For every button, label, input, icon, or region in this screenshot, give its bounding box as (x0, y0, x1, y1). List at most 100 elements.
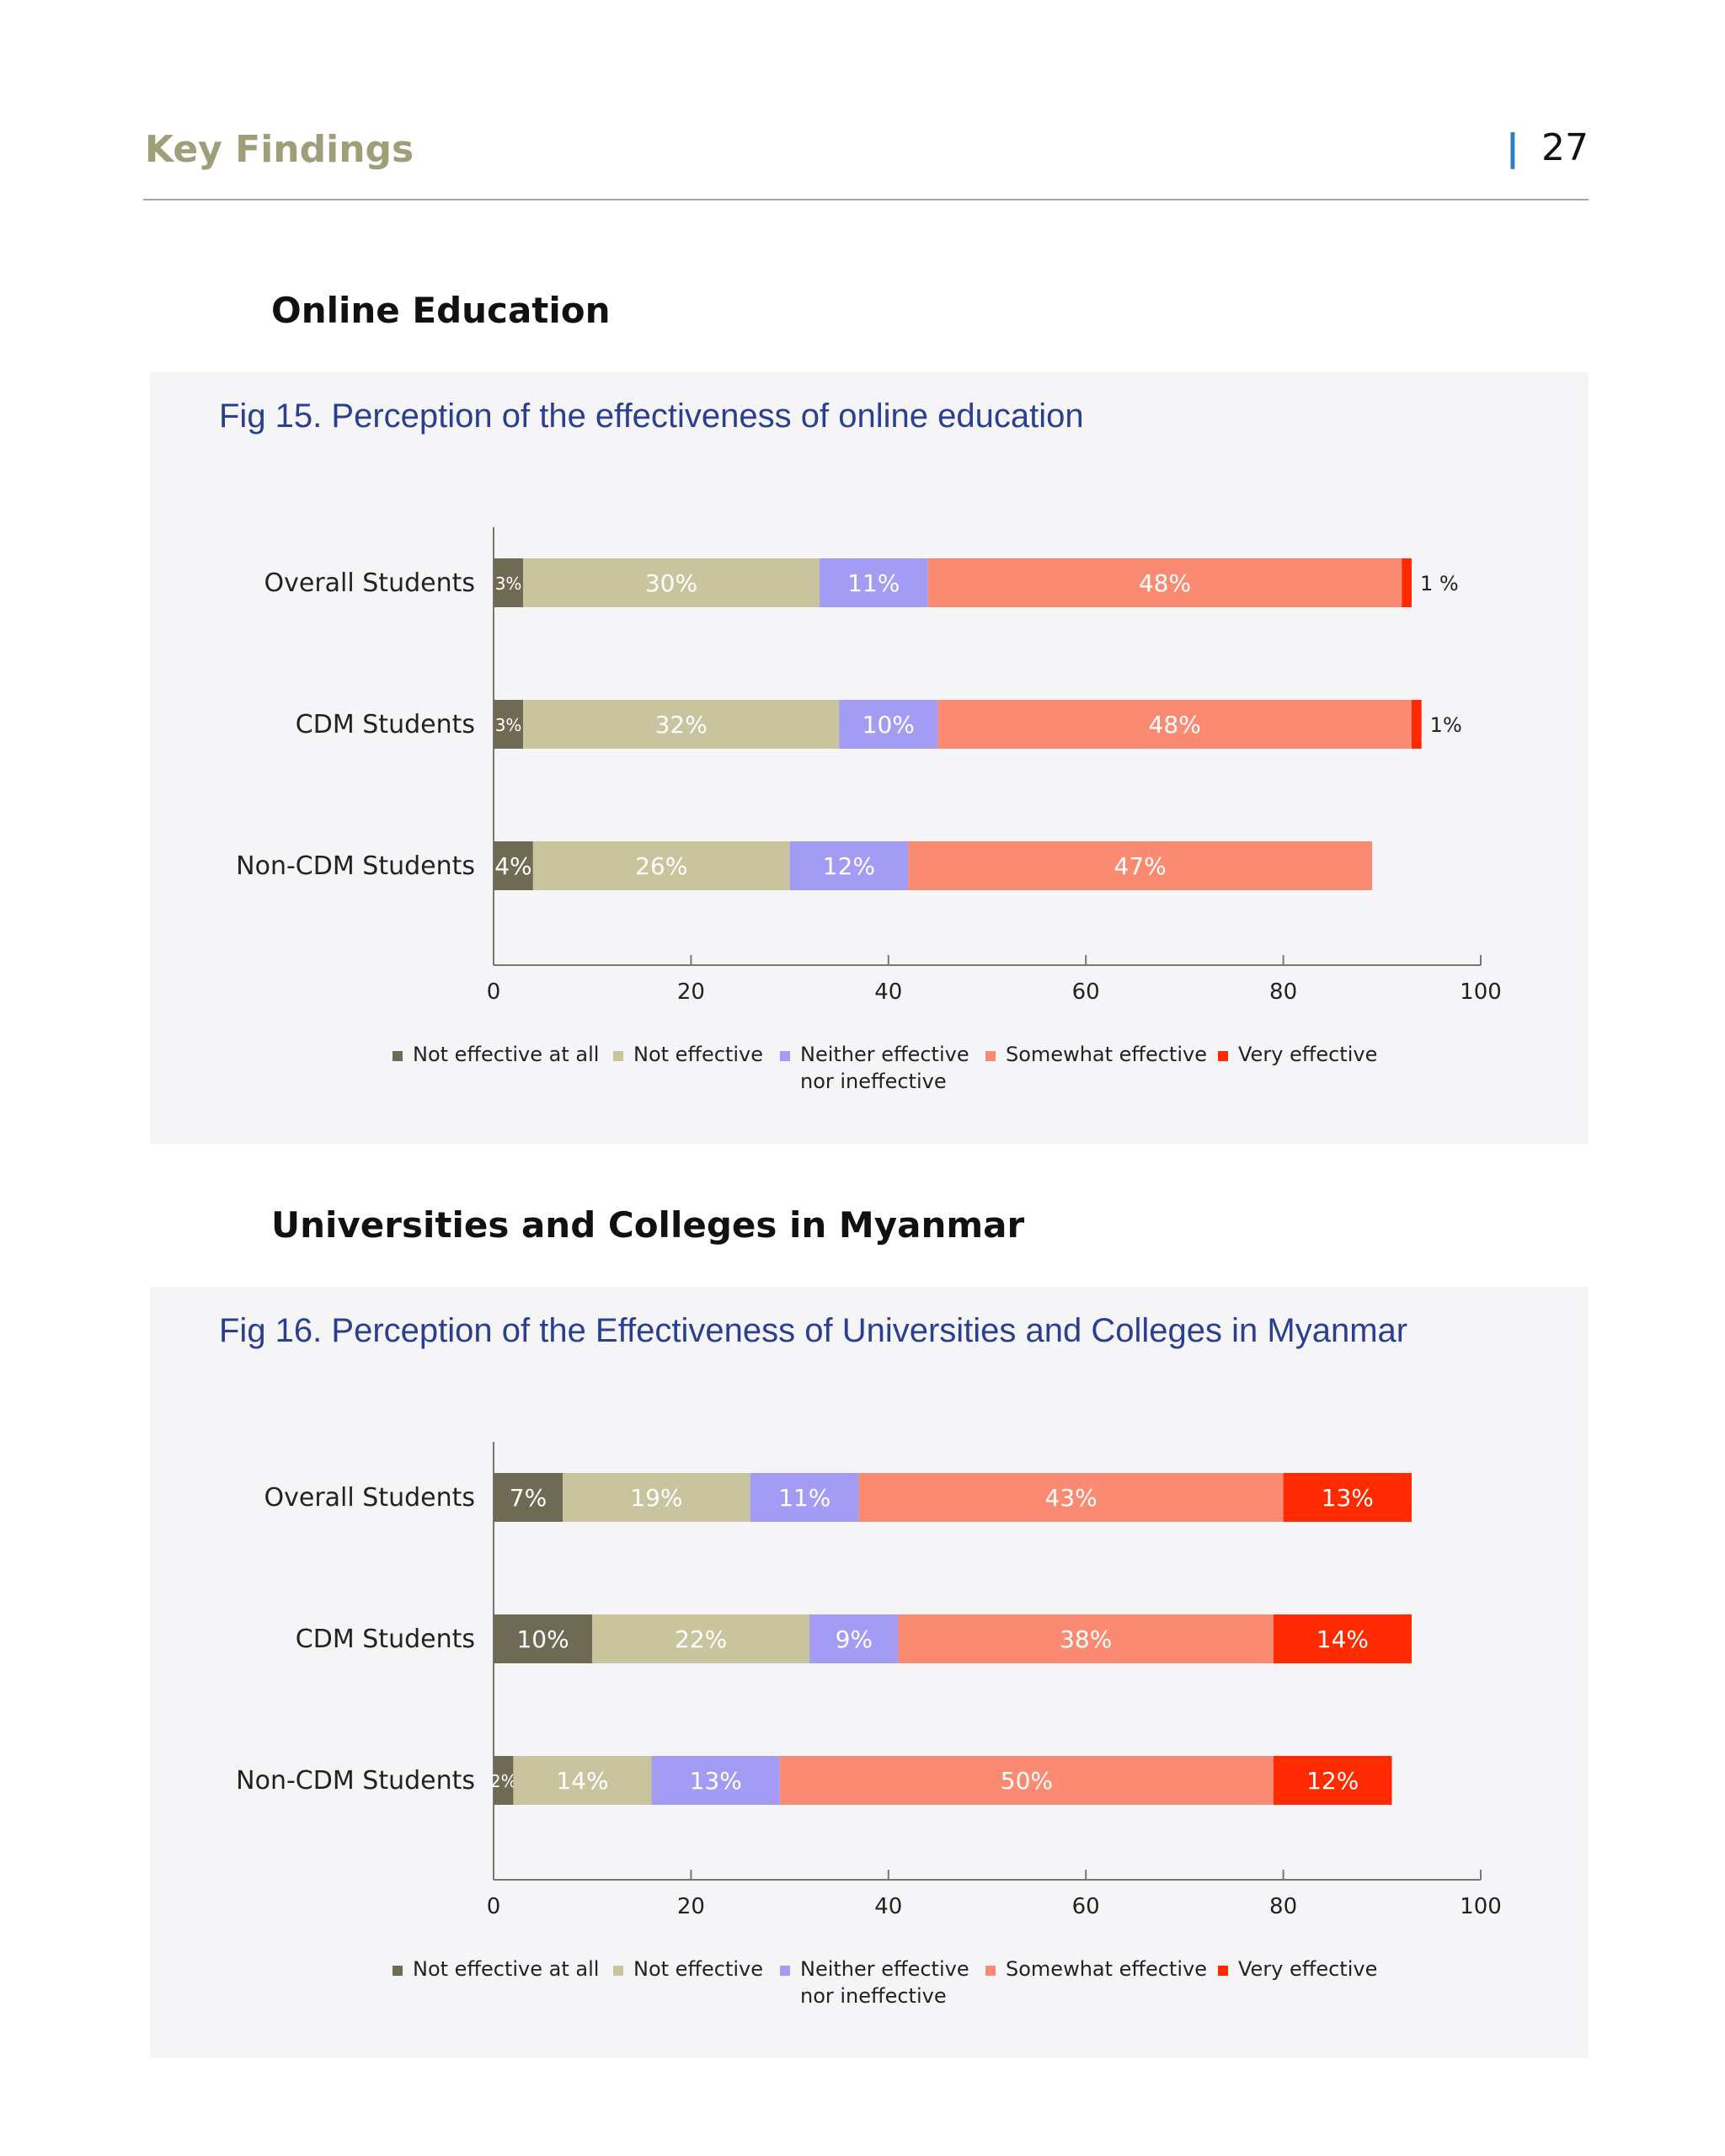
x-tick-label: 80 (1269, 1894, 1297, 1919)
page-marker-icon: | (1505, 126, 1519, 169)
legend-label: Somewhat effective (1006, 1043, 1207, 1066)
data-label: 47% (1114, 852, 1167, 880)
x-tick-label: 40 (874, 1894, 902, 1919)
data-label: 32% (655, 711, 708, 739)
x-tick-label: 80 (1269, 979, 1297, 1005)
bar-segment-neither-effective-nor-ineffective (651, 1756, 780, 1805)
data-label: 48% (1149, 711, 1201, 739)
bar-segment-somewhat-effective (927, 558, 1402, 607)
bar-segment-not-effective (563, 1473, 750, 1522)
data-label: 38% (1060, 1625, 1112, 1653)
data-label: 13% (1322, 1484, 1374, 1512)
x-tick-label: 100 (1460, 1894, 1502, 1919)
data-label: 12% (823, 852, 875, 880)
legend-label: Very effective (1238, 1957, 1377, 1981)
legend-swatch-neither-effective-nor-ineffective (780, 1966, 790, 1976)
bar-segment-not-effective-at-all (494, 1614, 593, 1663)
section-title-universities: Universities and Colleges in Myanmar (271, 1204, 1025, 1246)
x-tick-label: 0 (487, 1894, 501, 1919)
x-tick-label: 0 (487, 979, 501, 1005)
bar-segment-neither-effective-nor-ineffective (839, 700, 938, 749)
running-header: Key Findings (145, 128, 414, 171)
bar-segment-not-effective-at-all (494, 1473, 563, 1522)
bar-segment-somewhat-effective (898, 1614, 1274, 1663)
data-label: 4% (494, 852, 531, 880)
bar-segment-very-effective (1273, 1614, 1412, 1663)
bar-segment-very-effective (1283, 1473, 1412, 1522)
figure-panel-15: Fig 15. Perception of the effectiveness … (150, 372, 1589, 1144)
bar-segment-very-effective (1402, 558, 1412, 607)
legend-swatch-somewhat-effective (985, 1051, 996, 1061)
bar-segment-not-effective-at-all (494, 1756, 514, 1805)
bar-segment-neither-effective-nor-ineffective (750, 1473, 859, 1522)
legend-label: Not effective at all (413, 1957, 599, 1981)
legend-swatch-not-effective (613, 1966, 623, 1976)
x-tick-label: 20 (677, 979, 705, 1005)
legend-swatch-very-effective (1218, 1051, 1228, 1061)
x-tick-label: 20 (677, 1894, 705, 1919)
bar-segment-somewhat-effective (937, 700, 1412, 749)
data-label: 11% (778, 1484, 830, 1512)
figure-panel-16: Fig 16. Perception of the Effectiveness … (150, 1287, 1589, 2058)
x-tick-label: 60 (1072, 1894, 1100, 1919)
bar-segment-somewhat-effective (858, 1473, 1284, 1522)
bar-segment-not-effective (523, 700, 840, 749)
legend-label: Not effective (633, 1957, 763, 1981)
bar-segment-not-effective-at-all (494, 558, 524, 607)
bar-segment-not-effective (532, 841, 790, 890)
legend-swatch-somewhat-effective (985, 1966, 996, 1976)
figure-title: Fig 15. Perception of the effectiveness … (219, 398, 1084, 435)
data-label: 2% (490, 1771, 517, 1791)
bar-segment-not-effective (592, 1614, 810, 1663)
bar-segment-not-effective (513, 1756, 652, 1805)
data-label: 1 % (1420, 572, 1459, 595)
header-divider (143, 199, 1589, 200)
data-label: 30% (645, 569, 697, 597)
data-label: 43% (1045, 1484, 1097, 1512)
bar-segment-not-effective (523, 558, 820, 607)
data-label: 10% (516, 1625, 569, 1653)
chart-fig-16: 0 20 40 60 80 100 Overall Students 7% 19% 11% 43% 1… (236, 1442, 1502, 2008)
bar-segment-somewhat-effective (908, 841, 1373, 890)
legend-swatch-not-effective-at-all (393, 1051, 403, 1061)
x-tick-label: 100 (1460, 979, 1502, 1005)
bar-segment-not-effective-at-all (494, 700, 524, 749)
data-label: 48% (1139, 569, 1191, 597)
category-label: Non-CDM Students (236, 851, 475, 881)
page-number-block: | 27 (1506, 126, 1589, 169)
data-label: 19% (630, 1484, 682, 1512)
legend-swatch-very-effective (1218, 1966, 1228, 1976)
legend-label: nor ineffective (800, 1984, 947, 2008)
x-tick-label: 60 (1072, 979, 1100, 1005)
figure-title: Fig 16. Perception of the Effectiveness … (219, 1312, 1408, 1349)
data-label: 13% (690, 1767, 742, 1795)
bar-segment-neither-effective-nor-ineffective (789, 841, 909, 890)
page-number: 27 (1541, 126, 1589, 169)
data-label: 3% (495, 715, 522, 735)
data-label: 14% (1316, 1625, 1369, 1653)
legend-label: Somewhat effective (1006, 1957, 1207, 1981)
category-label: CDM Students (296, 1625, 475, 1654)
legend-label: Neither effective (800, 1043, 969, 1066)
legend-label: Not effective at all (413, 1043, 599, 1066)
data-label: 10% (862, 711, 915, 739)
category-label: CDM Students (296, 710, 475, 739)
legend-label: nor ineffective (800, 1070, 947, 1093)
bar-segment-somewhat-effective (779, 1756, 1274, 1805)
bar-segment-very-effective (1411, 700, 1422, 749)
chart-fig-15: 0 20 40 60 80 100 Overall Students 3% 30% 11% 48% 1… (236, 527, 1502, 1093)
bar-segment-not-effective-at-all (494, 841, 533, 890)
legend-swatch-not-effective (613, 1051, 623, 1061)
category-label: Overall Students (264, 568, 475, 598)
data-label: 9% (836, 1625, 873, 1653)
data-label: 50% (1001, 1767, 1053, 1795)
data-label: 12% (1306, 1767, 1359, 1795)
legend-label: Neither effective (800, 1957, 969, 1981)
data-label: 3% (495, 574, 522, 594)
x-tick-label: 40 (874, 979, 902, 1005)
data-label: 26% (635, 852, 687, 880)
data-label: 22% (675, 1625, 727, 1653)
data-label: 1% (1430, 713, 1462, 737)
bar-segment-neither-effective-nor-ineffective (809, 1614, 899, 1663)
legend-label: Very effective (1238, 1043, 1377, 1066)
